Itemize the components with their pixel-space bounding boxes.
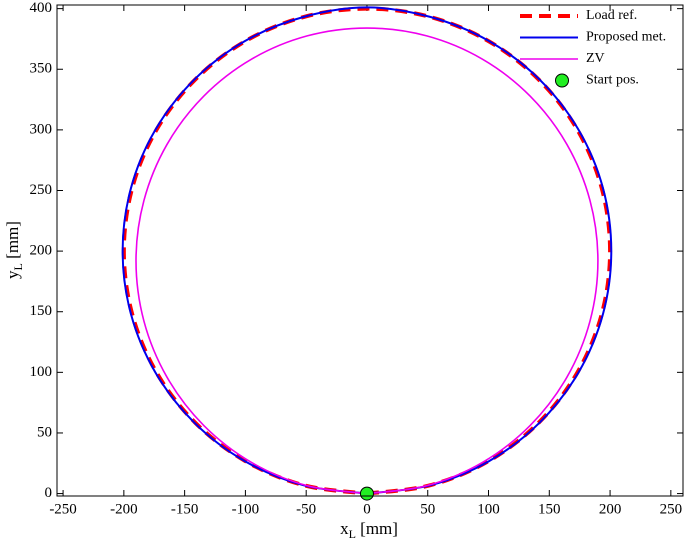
- x-label-unit: [mm]: [356, 519, 398, 538]
- series-line: [121, 6, 613, 495]
- y-tick-label: 150: [30, 303, 53, 319]
- x-label-subscript: L: [349, 527, 356, 541]
- y-tick-label: 200: [30, 243, 53, 259]
- legend-label: Start pos.: [586, 73, 639, 88]
- x-tick-label: 50: [420, 501, 435, 517]
- x-tick-label: 0: [363, 501, 371, 517]
- y-tick-label: 300: [30, 121, 53, 137]
- y-tick-label: 250: [30, 182, 53, 198]
- y-tick-label: 350: [30, 61, 53, 77]
- y-tick-label: 50: [37, 424, 52, 440]
- x-axis-label: xL [mm]: [340, 519, 398, 541]
- y-tick-label: 100: [30, 364, 53, 380]
- series-line: [135, 27, 599, 495]
- x-tick-label: 250: [660, 501, 683, 517]
- x-tick-label: -150: [171, 501, 199, 517]
- x-label-base: x: [340, 519, 349, 538]
- x-tick-label: 200: [599, 501, 622, 517]
- x-tick-label: -50: [296, 501, 316, 517]
- x-tick-label: -200: [110, 501, 138, 517]
- y-label-subscript: L: [11, 263, 25, 270]
- x-tick-label: -100: [232, 501, 260, 517]
- legend-marker: [555, 73, 569, 88]
- y-axis-label: yL [mm]: [3, 221, 25, 279]
- x-tick-label: 100: [477, 501, 500, 517]
- scatter-point: [359, 486, 374, 501]
- x-tick-label: 150: [538, 501, 561, 517]
- plot-frame: [56, 4, 684, 497]
- x-tick-label: -250: [49, 501, 77, 517]
- y-tick-label: 400: [30, 0, 53, 16]
- y-tick-label: 0: [45, 485, 53, 501]
- legend-label: Proposed met.: [586, 30, 666, 45]
- legend-label: ZV: [586, 51, 605, 66]
- y-label-base: y: [3, 270, 22, 279]
- legend-label: Load ref.: [586, 8, 637, 23]
- y-label-unit: [mm]: [3, 221, 22, 263]
